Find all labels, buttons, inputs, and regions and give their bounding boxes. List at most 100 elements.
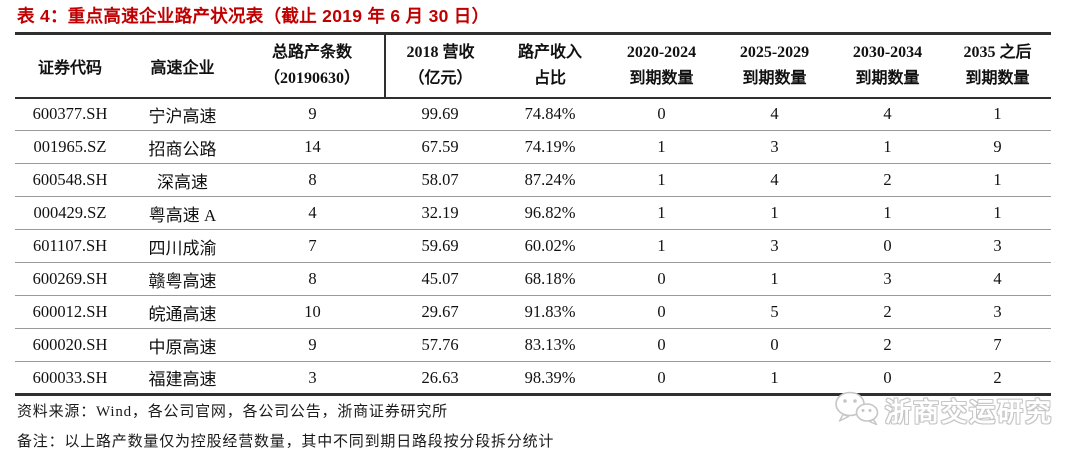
- watermark-text: 浙商交运研究: [885, 397, 1054, 427]
- cell-due-2030-2034: 4: [831, 97, 944, 131]
- cell-stock-code: 600548.SH: [15, 163, 125, 197]
- cell-road-revenue-ratio: 60.02%: [495, 229, 605, 263]
- table-row: 600377.SH 宁沪高速 9 99.69 74.84% 0 4 4 1: [15, 97, 1051, 131]
- cell-due-after-2035: 1: [944, 163, 1051, 197]
- cell-company-name: 深高速: [125, 163, 240, 197]
- cell-total-road-assets: 10: [240, 295, 385, 329]
- cell-due-2020-2024: 0: [605, 328, 718, 362]
- cell-stock-code: 600012.SH: [15, 295, 125, 329]
- cell-due-2030-2034: 0: [831, 229, 944, 263]
- cell-stock-code: 600020.SH: [15, 328, 125, 362]
- cell-road-revenue-ratio: 68.18%: [495, 262, 605, 296]
- cell-company-name: 招商公路: [125, 130, 240, 164]
- cell-due-2025-2029: 3: [718, 229, 831, 263]
- road-assets-table: 证券代码 高速企业 总路产条数 （20190630） 2018 营收 （亿元） 路产收入 占比…: [15, 32, 1051, 396]
- table-row: 600033.SH 福建高速 3 26.63 98.39% 0 1 0 2: [15, 362, 1051, 395]
- cell-total-road-assets: 8: [240, 163, 385, 197]
- cell-company-name: 中原高速: [125, 328, 240, 362]
- column-header-road-revenue-ratio: 路产收入 占比: [495, 33, 605, 99]
- cell-stock-code: 600033.SH: [32, 367, 108, 387]
- cell-total-road-assets: 8: [240, 262, 385, 296]
- cell-due-2020-2024: 0: [657, 367, 666, 387]
- cell-revenue-2018: 58.07: [385, 163, 495, 197]
- cell-due-2030-2034: 0: [883, 367, 892, 387]
- cell-company-name: 赣粤高速: [125, 262, 240, 296]
- cell-total-road-assets: 14: [240, 130, 385, 164]
- cell-due-2020-2024: 0: [605, 262, 718, 296]
- column-header-due-after-2035: 2035 之后 到期数量: [944, 33, 1051, 99]
- table-row: 600548.SH 深高速 8 58.07 87.24% 1 4 2 1: [15, 163, 1051, 197]
- cell-road-revenue-ratio: 74.84%: [495, 97, 605, 131]
- data-source-note: 资料来源：Wind，各公司官网，各公司公告，浙商证券研究所: [17, 404, 448, 420]
- cell-due-2030-2034: 2: [831, 295, 944, 329]
- table-row: 600012.SH 皖通高速 10 29.67 91.83% 0 5 2 3: [15, 295, 1051, 329]
- cell-revenue-2018: 45.07: [385, 262, 495, 296]
- cell-total-road-assets: 9: [240, 97, 385, 131]
- cell-due-2030-2034: 2: [831, 328, 944, 362]
- column-header-total-road-assets: 总路产条数 （20190630）: [240, 33, 386, 99]
- cell-due-after-2035: 7: [944, 328, 1051, 362]
- cell-road-revenue-ratio: 98.39%: [524, 367, 576, 387]
- cell-road-revenue-ratio: 91.83%: [495, 295, 605, 329]
- column-header-due-2030-2034: 2030-2034 到期数量: [831, 33, 944, 99]
- watermark: 浙商交运研究: [833, 390, 1053, 431]
- column-header-due-2020-2024: 2020-2024 到期数量: [605, 33, 718, 99]
- column-header-revenue-2018: 2018 营收 （亿元）: [385, 33, 495, 99]
- cell-due-2030-2034: 3: [831, 262, 944, 296]
- cell-due-2030-2034: 1: [831, 196, 944, 230]
- cell-stock-code: 601107.SH: [15, 229, 125, 263]
- cell-due-2030-2034: 2: [831, 163, 944, 197]
- cell-stock-code: 600377.SH: [15, 97, 125, 131]
- cell-stock-code: 600269.SH: [15, 262, 125, 296]
- cell-total-road-assets: 4: [240, 196, 385, 230]
- cell-due-2025-2029: 1: [718, 196, 831, 230]
- table-body: 600377.SH 宁沪高速 9 99.69 74.84% 0 4 4 1 001965.SZ 招商…: [15, 97, 1051, 395]
- cell-due-after-2035: 4: [944, 262, 1051, 296]
- cell-due-2020-2024: 1: [605, 196, 718, 230]
- cell-due-2020-2024: 1: [605, 163, 718, 197]
- cell-road-revenue-ratio: 87.24%: [495, 163, 605, 197]
- cell-due-after-2035: 3: [944, 229, 1051, 263]
- cell-revenue-2018: 32.19: [385, 196, 495, 230]
- table-row: 601107.SH 四川成渝 7 59.69 60.02% 1 3 0 3: [15, 229, 1051, 263]
- cell-revenue-2018: 57.76: [385, 328, 495, 362]
- cell-company-name: 皖通高速: [125, 295, 240, 329]
- cell-due-2020-2024: 1: [605, 229, 718, 263]
- table-title: 表 4：重点高速企业路产状况表（截止 2019 年 6 月 30 日）: [17, 6, 490, 26]
- column-header-due-2025-2029: 2025-2029 到期数量: [718, 33, 831, 99]
- cell-company-name: 粤高速 A: [125, 196, 240, 230]
- cell-road-revenue-ratio: 96.82%: [495, 196, 605, 230]
- cell-company-name: 四川成渝: [125, 229, 240, 263]
- cell-due-2020-2024: 0: [605, 295, 718, 329]
- cell-due-2025-2029: 4: [718, 97, 831, 131]
- wechat-logo-icon: [833, 390, 880, 431]
- cell-due-after-2035: 1: [944, 196, 1051, 230]
- table-header-row: 证券代码 高速企业 总路产条数 （20190630） 2018 营收 （亿元） 路产收入 占比…: [15, 33, 1051, 99]
- cell-stock-code: 001965.SZ: [15, 130, 125, 164]
- cell-revenue-2018: 29.67: [385, 295, 495, 329]
- cell-due-after-2035: 3: [944, 295, 1051, 329]
- table-row: 000429.SZ 粤高速 A 4 32.19 96.82% 1 1 1 1: [15, 196, 1051, 230]
- cell-due-2025-2029: 1: [770, 367, 779, 387]
- cell-company-name: 宁沪高速: [125, 97, 240, 131]
- column-header-stock-code: 证券代码: [15, 33, 125, 99]
- cell-due-2025-2029: 3: [718, 130, 831, 164]
- table-row: 600020.SH 中原高速 9 57.76 83.13% 0 0 2 7: [15, 328, 1051, 362]
- cell-revenue-2018: 67.59: [385, 130, 495, 164]
- cell-revenue-2018: 99.69: [385, 97, 495, 131]
- cell-due-after-2035: 9: [944, 130, 1051, 164]
- cell-due-2025-2029: 4: [718, 163, 831, 197]
- cell-revenue-2018: 59.69: [385, 229, 495, 263]
- cell-total-road-assets: 7: [240, 229, 385, 263]
- cell-road-revenue-ratio: 83.13%: [495, 328, 605, 362]
- cell-due-2020-2024: 1: [605, 130, 718, 164]
- cell-due-after-2035: 2: [993, 367, 1002, 387]
- remark-note: 备注：以上路产数量仅为控股经营数量，其中不同到期日路段按分段拆分统计: [17, 434, 555, 450]
- cell-road-revenue-ratio: 74.19%: [495, 130, 605, 164]
- cell-stock-code: 000429.SZ: [15, 196, 125, 230]
- cell-company-name: 福建高速: [148, 370, 217, 389]
- cell-due-2025-2029: 1: [718, 262, 831, 296]
- cell-total-road-assets: 3: [308, 367, 317, 387]
- cell-due-2030-2034: 1: [831, 130, 944, 164]
